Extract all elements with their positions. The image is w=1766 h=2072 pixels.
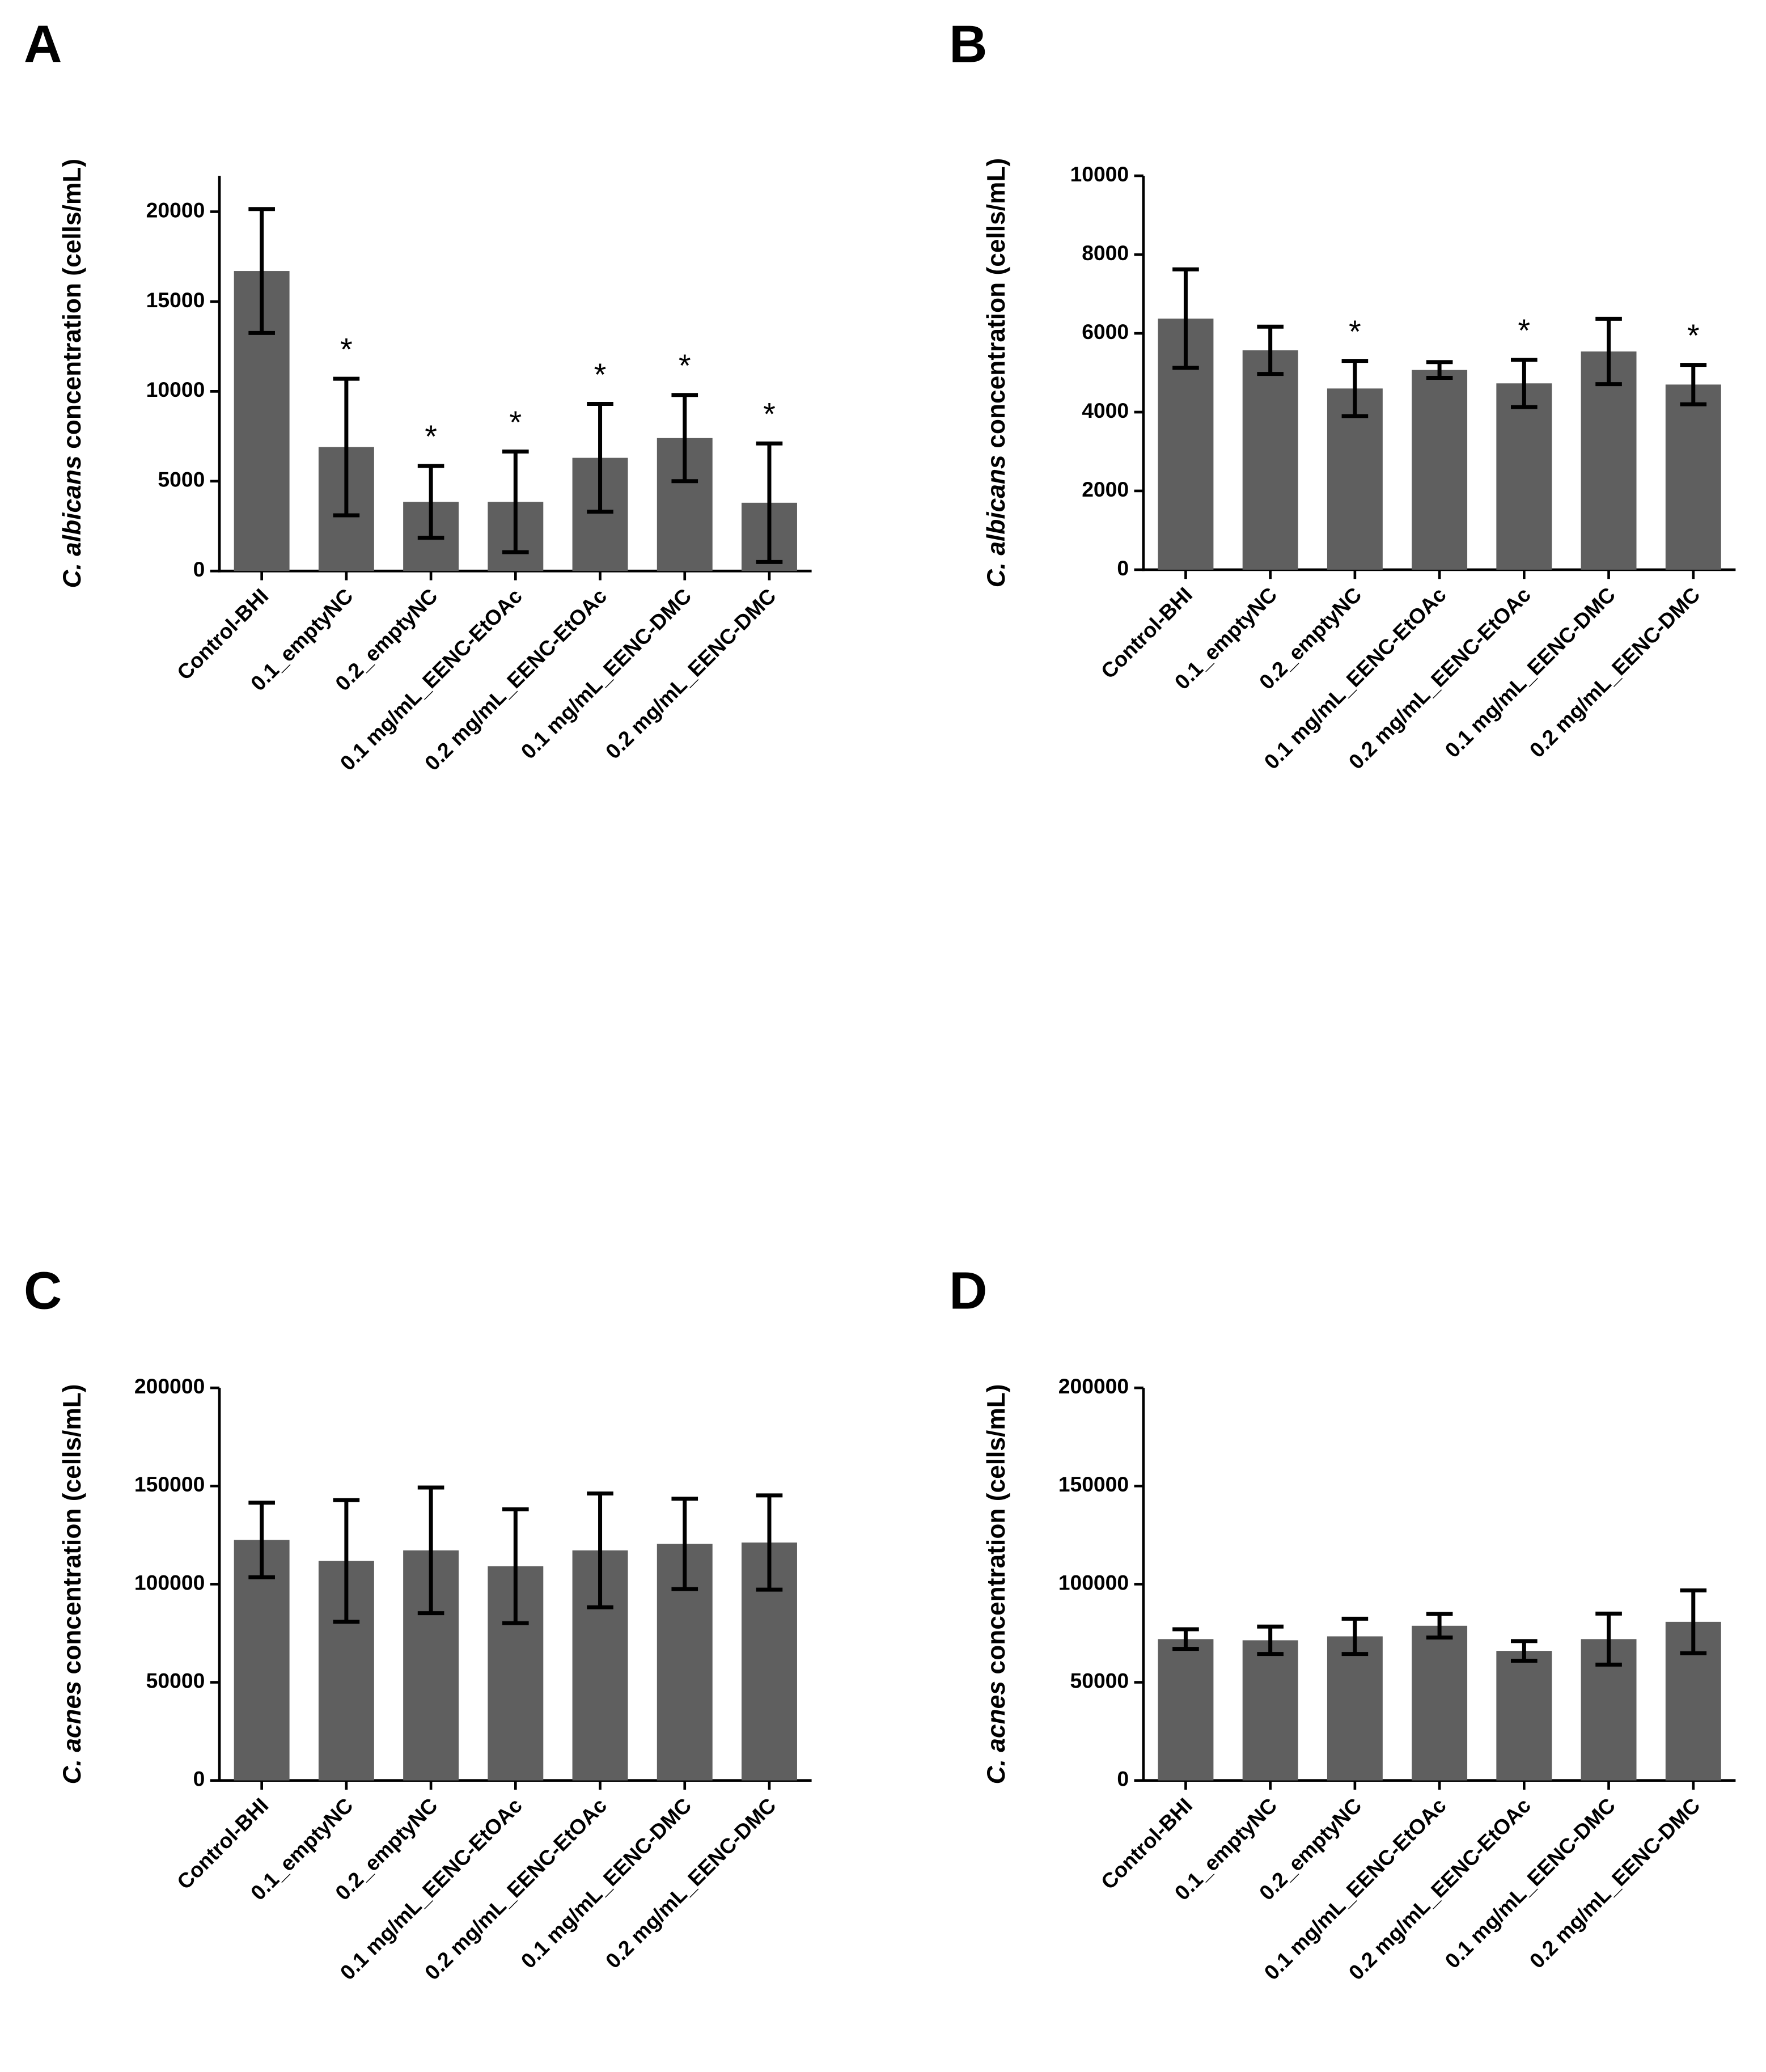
error-bar bbox=[248, 1501, 275, 1579]
bar bbox=[1242, 350, 1298, 570]
significance-marker: * bbox=[1518, 312, 1530, 348]
error-bar bbox=[333, 1498, 360, 1624]
error-bar bbox=[1172, 1627, 1199, 1651]
y-axis-label-text: concentration (cells/mL) bbox=[58, 159, 86, 449]
significance-marker: * bbox=[340, 332, 353, 367]
significance-marker: * bbox=[1687, 317, 1700, 353]
y-axis-label-species: C. acnes bbox=[982, 1681, 1010, 1784]
y-tick-label: 0 bbox=[1117, 1767, 1129, 1791]
y-tick-label: 100000 bbox=[1058, 1570, 1129, 1594]
y-tick-label: 2000 bbox=[1082, 477, 1129, 501]
y-tick-label: 10000 bbox=[146, 378, 205, 401]
x-tick-label: 0.1 mg/mL_EENC-DMC bbox=[1440, 583, 1620, 762]
significance-marker: * bbox=[1349, 313, 1361, 349]
error-bar bbox=[1511, 1639, 1538, 1663]
bar bbox=[1665, 384, 1721, 570]
error-bar bbox=[1426, 1612, 1453, 1640]
y-tick-label: 100000 bbox=[134, 1570, 205, 1594]
y-tick-label: 0 bbox=[1117, 556, 1129, 580]
error-bar bbox=[417, 1485, 444, 1616]
y-tick-label: 200000 bbox=[134, 1374, 205, 1398]
y-tick-label: 15000 bbox=[146, 288, 205, 312]
error-bar bbox=[1680, 1588, 1707, 1655]
bar bbox=[1496, 1651, 1552, 1781]
bar bbox=[1412, 370, 1468, 570]
y-tick-label: 50000 bbox=[146, 1668, 205, 1692]
bar bbox=[1327, 1636, 1383, 1781]
error-bar bbox=[1257, 324, 1284, 376]
y-tick-label: 5000 bbox=[158, 468, 205, 491]
bar bbox=[234, 1540, 290, 1781]
error-bar bbox=[671, 1497, 698, 1591]
error-bar bbox=[502, 450, 529, 554]
panel-letter: C bbox=[24, 1261, 62, 1320]
error-bar bbox=[587, 1491, 613, 1609]
x-tick-label: 0.2 mg/mL_EENC-DMC bbox=[601, 1793, 781, 1973]
x-tick-label: 0.2 mg/mL_EENC-DMC bbox=[1524, 1793, 1704, 1973]
y-axis-label-species: C. acnes bbox=[58, 1681, 86, 1784]
y-axis-label: C. albicans concentration (cells/mL) bbox=[58, 159, 86, 588]
error-bar bbox=[1341, 359, 1369, 418]
y-tick-label: 200000 bbox=[1058, 1374, 1129, 1398]
bar bbox=[1581, 351, 1637, 570]
error-bar bbox=[671, 393, 698, 484]
significance-marker: * bbox=[763, 396, 776, 432]
y-axis-label-text: concentration (cells/mL) bbox=[982, 158, 1010, 448]
panel: C C. acnes concentration (cells/mL) 0 50000 1… bbox=[24, 1261, 812, 1985]
significance-marker: * bbox=[594, 357, 607, 392]
y-axis-label: C. acnes concentration (cells/mL) bbox=[58, 1384, 86, 1784]
y-axis-label-species: C. albicans bbox=[58, 456, 86, 588]
bar bbox=[1242, 1640, 1298, 1781]
panel-letter: B bbox=[949, 15, 987, 74]
x-tick-label: 0.2 mg/mL_EENC-DMC bbox=[1524, 583, 1704, 762]
y-tick-label: 50000 bbox=[1070, 1668, 1129, 1692]
y-tick-label: 0 bbox=[193, 557, 205, 581]
error-bar bbox=[502, 1507, 529, 1625]
error-bar bbox=[1257, 1624, 1284, 1656]
error-bar bbox=[417, 464, 444, 540]
error-bar bbox=[587, 402, 613, 514]
panel: A C. albicans concentration (cells/mL) 0 500… bbox=[24, 15, 812, 775]
error-bar bbox=[756, 441, 783, 564]
error-bar bbox=[1680, 363, 1707, 406]
error-bar bbox=[1341, 1616, 1369, 1656]
x-tick-label: 0.1 mg/mL_EENC-DMC bbox=[516, 584, 696, 764]
y-axis-label: C. albicans concentration (cells/mL) bbox=[982, 158, 1010, 588]
significance-marker: * bbox=[509, 404, 522, 440]
bar bbox=[1412, 1625, 1468, 1781]
y-tick-label: 8000 bbox=[1082, 241, 1129, 265]
panel: B C. albicans concentration (cells/mL) 0 200… bbox=[949, 15, 1736, 774]
bar bbox=[1158, 1639, 1214, 1781]
error-bar bbox=[1172, 267, 1199, 370]
y-tick-label: 150000 bbox=[134, 1472, 205, 1496]
y-axis-label-text: concentration (cells/mL) bbox=[982, 1384, 1010, 1674]
bar bbox=[1496, 383, 1552, 570]
bar bbox=[1327, 388, 1383, 570]
error-bar bbox=[1511, 358, 1538, 409]
panel-letter: D bbox=[949, 1261, 987, 1320]
x-tick-label: 0.1 mg/mL_EENC-DMC bbox=[1440, 1793, 1620, 1973]
y-tick-label: 150000 bbox=[1058, 1472, 1129, 1496]
panel-letter: A bbox=[24, 15, 62, 74]
error-bar bbox=[248, 207, 275, 335]
significance-marker: * bbox=[679, 348, 691, 383]
y-tick-label: 0 bbox=[193, 1767, 205, 1791]
error-bar bbox=[756, 1493, 783, 1592]
y-tick-label: 4000 bbox=[1082, 399, 1129, 422]
x-tick-label: 0.2 mg/mL_EENC-DMC bbox=[601, 584, 781, 764]
y-tick-label: 6000 bbox=[1082, 320, 1129, 344]
error-bar bbox=[333, 376, 360, 518]
significance-marker: * bbox=[425, 418, 437, 454]
error-bar bbox=[1595, 1611, 1622, 1667]
error-bar bbox=[1426, 360, 1453, 380]
panel: D C. acnes concentration (cells/mL) 0 50000 1… bbox=[949, 1261, 1736, 1985]
y-tick-label: 10000 bbox=[1070, 162, 1129, 186]
x-tick-label: 0.1 mg/mL_EENC-DMC bbox=[516, 1793, 696, 1973]
y-axis-label: C. acnes concentration (cells/mL) bbox=[982, 1384, 1010, 1784]
y-axis-label-species: C. albicans bbox=[982, 455, 1010, 587]
y-tick-label: 20000 bbox=[146, 198, 205, 222]
y-axis-label-text: concentration (cells/mL) bbox=[58, 1384, 86, 1674]
error-bar bbox=[1595, 316, 1622, 387]
